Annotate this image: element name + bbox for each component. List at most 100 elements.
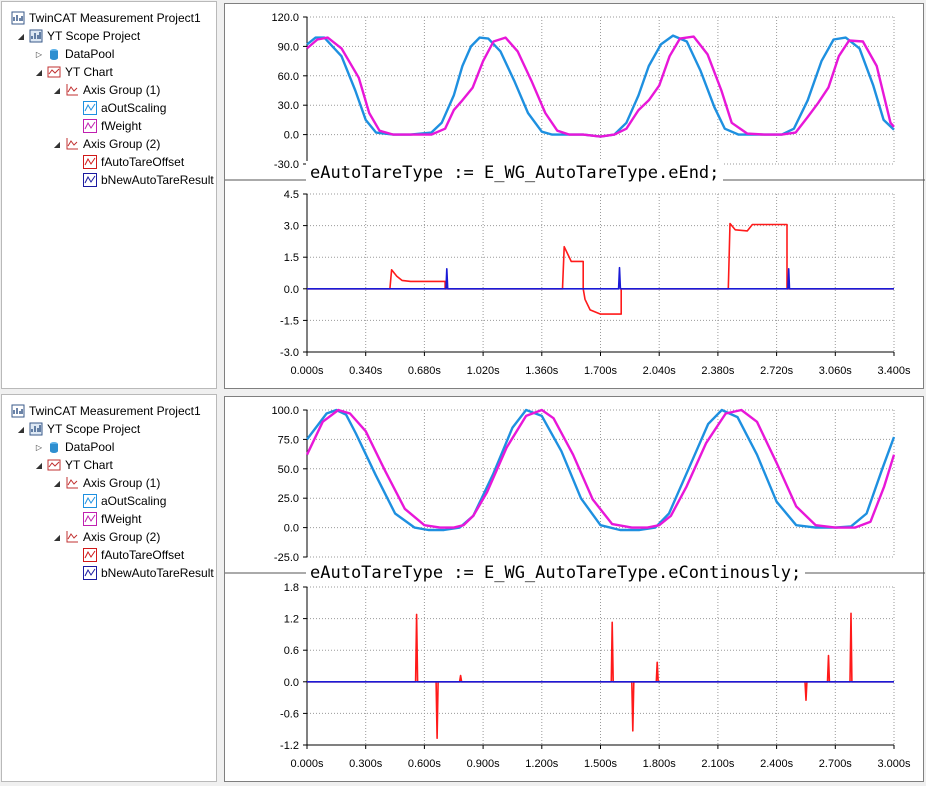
y-tick-label: 60.0 — [278, 71, 299, 83]
tree-item-fautotareoffset[interactable]: fAutoTareOffset — [70, 546, 184, 564]
x-tick-label: 0.000s — [290, 365, 324, 377]
x-tick-label: 3.400s — [877, 365, 911, 377]
scope-icon — [29, 422, 43, 436]
datapool-icon — [47, 440, 61, 454]
tree-item-label: fAutoTareOffset — [101, 548, 185, 562]
datapool-icon — [47, 47, 61, 61]
x-tick-label: 2.400s — [760, 758, 794, 770]
x-tick-label: 2.100s — [701, 758, 735, 770]
x-tick-label: 1.020s — [467, 365, 501, 377]
expand-toggle-icon[interactable]: ◢ — [53, 85, 61, 95]
tree-item-aoutscaling[interactable]: aOutScaling — [70, 99, 166, 117]
y-tick-label: 1.2 — [284, 614, 299, 626]
y-tick-label: -1.2 — [280, 740, 299, 752]
project-icon — [11, 404, 25, 418]
tree-item-twincat-measurement-project1[interactable]: TwinCAT Measurement Project1 — [8, 402, 201, 420]
x-tick-label: 3.060s — [819, 365, 853, 377]
x-tick-label: 3.000s — [877, 758, 911, 770]
tree-item-datapool[interactable]: ▷ DataPool — [34, 45, 114, 63]
tree-item-label: fWeight — [101, 512, 142, 526]
series-line-bNewAutoTareResult — [307, 266, 894, 290]
x-tick-label: 1.700s — [584, 365, 618, 377]
tree-item-label: YT Chart — [65, 458, 113, 472]
x-tick-label: 0.300s — [349, 758, 383, 770]
tree-item-bnewautotareresult[interactable]: bNewAutoTareResult — [70, 564, 214, 582]
y-tick-label: 120.0 — [271, 12, 299, 24]
project-tree[interactable]: TwinCAT Measurement Project1 ◢ YT Scope Pr… — [1, 1, 217, 389]
tree-item-label: Axis Group (1) — [83, 476, 161, 490]
expand-toggle-icon[interactable]: ◢ — [35, 67, 43, 77]
x-tick-label: 2.700s — [819, 758, 853, 770]
channel-navy-icon — [83, 173, 97, 187]
y-tick-label: 4.5 — [284, 189, 299, 201]
channel-blue-icon — [83, 101, 97, 115]
scope-icon — [29, 29, 43, 43]
y-tick-label: 75.0 — [278, 434, 299, 446]
axis-group-icon — [65, 476, 79, 490]
y-tick-label: -0.6 — [280, 708, 299, 720]
code-annotation: eAutoTareType := E_WG_AutoTareType.eEnd; — [306, 161, 724, 185]
tree-item-label: fAutoTareOffset — [101, 155, 185, 169]
tree-item-yt-chart[interactable]: ◢ YT Chart — [34, 63, 113, 81]
tree-item-label: Axis Group (2) — [83, 530, 161, 544]
tree-item-fweight[interactable]: fWeight — [70, 117, 141, 135]
tree-item-axis-group-2[interactable]: ◢ Axis Group (2) — [52, 528, 160, 546]
expand-toggle-icon[interactable]: ▷ — [35, 442, 43, 452]
tree-item-axis-group-1[interactable]: ◢ Axis Group (1) — [52, 81, 160, 99]
expand-toggle-icon[interactable]: ◢ — [53, 139, 61, 149]
channel-magenta-icon — [83, 512, 97, 526]
x-tick-label: 1.500s — [584, 758, 618, 770]
expand-toggle-icon[interactable]: ▷ — [35, 49, 43, 59]
x-tick-label: 0.900s — [467, 758, 501, 770]
tree-item-yt-scope-project[interactable]: ◢ YT Scope Project — [16, 420, 140, 438]
x-tick-label: 0.340s — [349, 365, 383, 377]
series-line-aOutScaling — [306, 408, 896, 532]
channel-magenta-icon — [83, 119, 97, 133]
tree-item-label: Axis Group (2) — [83, 137, 161, 151]
tree-item-fautotareoffset[interactable]: fAutoTareOffset — [70, 153, 184, 171]
tree-item-fweight[interactable]: fWeight — [70, 510, 141, 528]
y-tick-label: -3.0 — [280, 347, 299, 359]
code-annotation: eAutoTareType := E_WG_AutoTareType.eCont… — [306, 561, 806, 585]
x-tick-label: 2.720s — [760, 365, 794, 377]
channel-blue-icon — [83, 494, 97, 508]
tree-item-twincat-measurement-project1[interactable]: TwinCAT Measurement Project1 — [8, 9, 201, 27]
tree-item-label: YT Scope Project — [47, 29, 141, 43]
expand-toggle-icon[interactable]: ◢ — [17, 424, 25, 434]
y-tick-label: -30.0 — [274, 159, 299, 171]
tree-item-axis-group-2[interactable]: ◢ Axis Group (2) — [52, 135, 160, 153]
tree-item-datapool[interactable]: ▷ DataPool — [34, 438, 114, 456]
tree-item-yt-scope-project[interactable]: ◢ YT Scope Project — [16, 27, 140, 45]
expand-toggle-icon[interactable]: ◢ — [35, 460, 43, 470]
expand-toggle-icon[interactable]: ◢ — [53, 478, 61, 488]
tree-item-bnewautotareresult[interactable]: bNewAutoTareResult — [70, 171, 214, 189]
scope-panel-bottom: TwinCAT Measurement Project1 ◢ YT Scope Pr… — [0, 393, 926, 786]
scope-panel-top: TwinCAT Measurement Project1 ◢ YT Scope Pr… — [1, 1, 925, 390]
tree-item-axis-group-1[interactable]: ◢ Axis Group (1) — [52, 474, 160, 492]
tree-item-label: YT Chart — [65, 65, 113, 79]
tree-item-label: aOutScaling — [101, 101, 167, 115]
expand-toggle-icon[interactable]: ◢ — [53, 532, 61, 542]
y-tick-label: 0.0 — [284, 677, 299, 689]
yt-chart[interactable]: 100.0 75.0 50.0 25.0 0.0 -25.0 1.8 1.2 0.6 0.0 -0.… — [224, 396, 925, 783]
chart-canvas[interactable]: 120.0 90.0 60.0 30.0 0.0 -30.0 4.5 3.0 1.5 0.0 -1.… — [225, 4, 925, 390]
expand-toggle-icon[interactable]: ◢ — [17, 31, 25, 41]
chart-canvas[interactable]: 100.0 75.0 50.0 25.0 0.0 -25.0 1.8 1.2 0.6 0.0 -0.… — [225, 397, 925, 783]
channel-navy-icon — [83, 566, 97, 580]
channel-red-icon — [83, 548, 97, 562]
x-tick-label: 1.800s — [643, 758, 677, 770]
project-tree[interactable]: TwinCAT Measurement Project1 ◢ YT Scope Pr… — [1, 394, 217, 782]
tree-item-label: TwinCAT Measurement Project1 — [29, 11, 201, 25]
y-tick-label: -1.5 — [280, 315, 299, 327]
tree-item-yt-chart[interactable]: ◢ YT Chart — [34, 456, 113, 474]
channel-red-icon — [83, 155, 97, 169]
y-tick-label: 3.0 — [284, 221, 299, 233]
axis-group-icon — [65, 530, 79, 544]
y-tick-label: 90.0 — [278, 41, 299, 53]
x-tick-label: 2.380s — [701, 365, 735, 377]
y-tick-label: 100.0 — [271, 405, 299, 417]
tree-item-aoutscaling[interactable]: aOutScaling — [70, 492, 166, 510]
yt-chart[interactable]: 120.0 90.0 60.0 30.0 0.0 -30.0 4.5 3.0 1.5 0.0 -1.… — [224, 3, 925, 390]
y-tick-label: -25.0 — [274, 552, 299, 564]
tree-item-label: Axis Group (1) — [83, 83, 161, 97]
